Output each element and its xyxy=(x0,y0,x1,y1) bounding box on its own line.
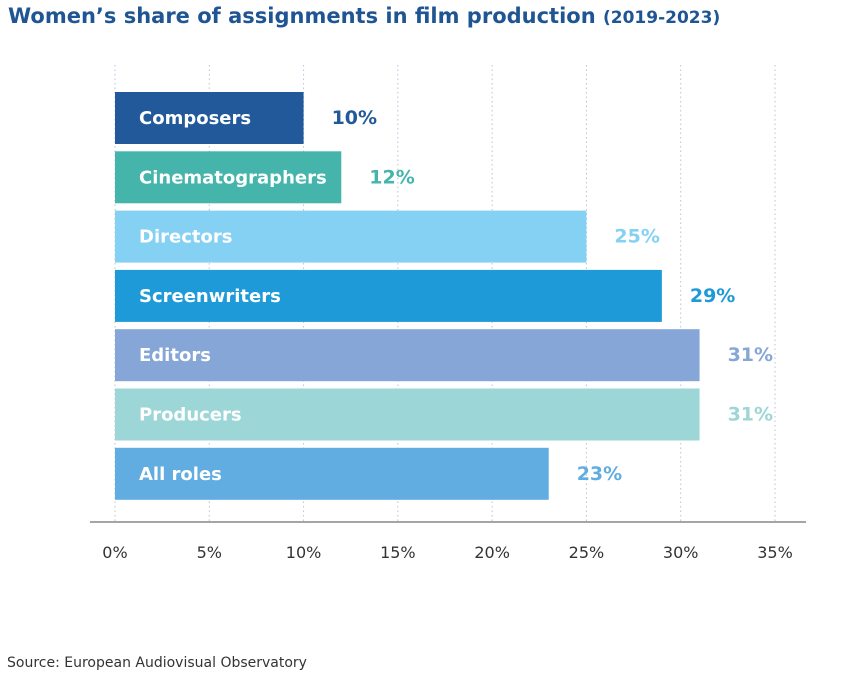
category-label-4: Editors xyxy=(139,345,211,366)
bar-4 xyxy=(115,329,700,382)
x-tick-label-1: 5% xyxy=(197,543,222,562)
category-label-3: Screenwriters xyxy=(139,286,281,307)
value-label-2: 25% xyxy=(614,226,659,248)
category-label-0: Composers xyxy=(139,108,251,129)
chart-title-main: Women’s share of assignments in film pro… xyxy=(8,4,596,28)
value-label-3: 29% xyxy=(690,285,735,307)
bar-5 xyxy=(115,388,700,441)
bar-1 xyxy=(115,151,342,204)
category-label-6: All roles xyxy=(139,464,222,485)
chart-title: Women’s share of assignments in film pro… xyxy=(8,4,720,28)
chart-title-period: (2019-2023) xyxy=(602,8,721,28)
x-tick-label-5: 25% xyxy=(569,543,605,562)
category-label-5: Producers xyxy=(139,405,242,426)
x-tick-label-0: 0% xyxy=(102,543,127,562)
x-tick-label-4: 20% xyxy=(474,543,510,562)
x-tick-label-2: 10% xyxy=(286,543,322,562)
value-label-5: 31% xyxy=(728,404,773,426)
bar-0 xyxy=(115,92,304,144)
category-label-2: Directors xyxy=(139,227,232,248)
category-label-1: Cinematographers xyxy=(139,167,327,188)
bar-3 xyxy=(115,269,662,322)
x-tick-label-6: 30% xyxy=(663,543,699,562)
bar-2 xyxy=(115,210,587,263)
value-label-4: 31% xyxy=(728,344,773,366)
x-tick-label-7: 35% xyxy=(757,543,793,562)
source-note: Source: European Audiovisual Observatory xyxy=(7,655,307,671)
value-label-0: 10% xyxy=(332,107,377,129)
value-label-6: 23% xyxy=(577,463,622,485)
value-label-1: 12% xyxy=(369,166,414,188)
x-tick-label-3: 15% xyxy=(380,543,416,562)
bar-6 xyxy=(115,447,549,500)
